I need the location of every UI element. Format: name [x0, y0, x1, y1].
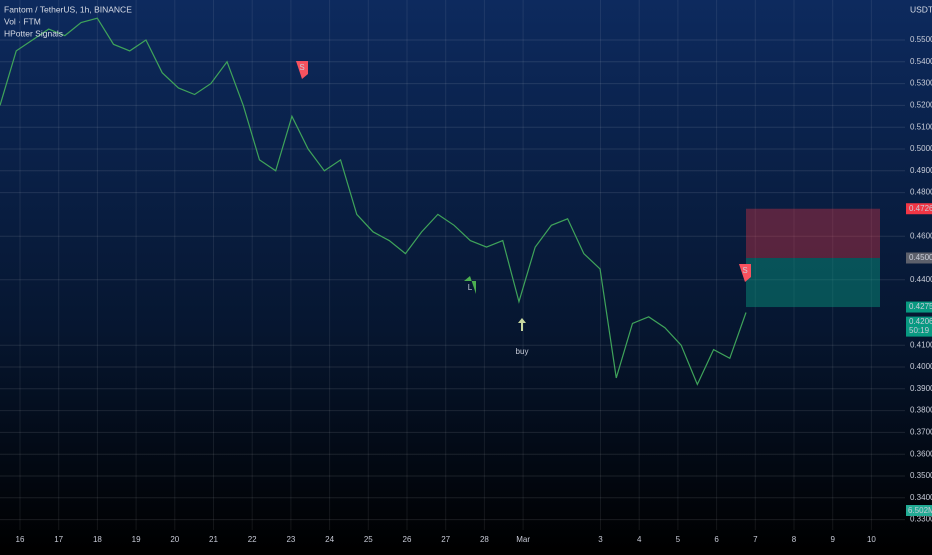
- date-label: 24: [325, 535, 334, 544]
- price-tag-label: 0.4726: [909, 204, 932, 213]
- countdown: 50:19: [909, 326, 930, 335]
- date-label: 18: [93, 535, 102, 544]
- signal-label: S: [299, 63, 304, 72]
- date-label: 9: [830, 535, 835, 544]
- date-label: 20: [170, 535, 179, 544]
- price-tag: [906, 301, 932, 313]
- date-label: 16: [16, 535, 25, 544]
- price-tag-label: 0.4275: [909, 302, 932, 311]
- date-label: 7: [753, 535, 758, 544]
- date-label: 21: [209, 535, 218, 544]
- stop-zone: [746, 208, 880, 258]
- date-label: Mar: [516, 535, 530, 544]
- date-label: 5: [676, 535, 681, 544]
- date-label: 3: [598, 535, 603, 544]
- date-label: 27: [441, 535, 450, 544]
- date-label: 23: [286, 535, 295, 544]
- date-label: 10: [867, 535, 876, 544]
- indicator-legend[interactable]: HPotter Signals: [4, 28, 63, 38]
- date-label: 8: [792, 535, 797, 544]
- date-label: 17: [54, 535, 63, 544]
- price-tag-label: 0.4500: [909, 253, 932, 262]
- symbol-title[interactable]: Fantom / TetherUS, 1h, BINANCE: [4, 4, 132, 14]
- price-tag: [906, 316, 932, 337]
- signal-marker: [464, 276, 476, 294]
- buy-arrow: [518, 318, 526, 331]
- signal-marker: [739, 264, 751, 282]
- volume-tag-label: 6.502M: [908, 506, 932, 515]
- date-label: 4: [637, 535, 642, 544]
- currency-label: USDT: [910, 4, 932, 14]
- price-tag-label: 0.4206: [909, 317, 932, 326]
- target-zone: [746, 258, 880, 308]
- date-label: 25: [364, 535, 373, 544]
- price-tag: [906, 203, 932, 215]
- date-label: 26: [403, 535, 412, 544]
- signal-marker: [296, 61, 308, 79]
- buy-label: buy: [516, 347, 529, 356]
- date-label: 19: [132, 535, 141, 544]
- date-label: 22: [248, 535, 257, 544]
- volume-tag: [906, 505, 932, 516]
- signal-label: L: [468, 283, 473, 292]
- signal-label: S: [742, 266, 747, 275]
- volume-legend[interactable]: Vol · FTM: [4, 16, 41, 26]
- price-line: [0, 17, 747, 386]
- price-tag: [906, 252, 932, 264]
- date-label: 6: [714, 535, 719, 544]
- price-label: 0.3300: [910, 515, 932, 524]
- date-label: 28: [480, 535, 489, 544]
